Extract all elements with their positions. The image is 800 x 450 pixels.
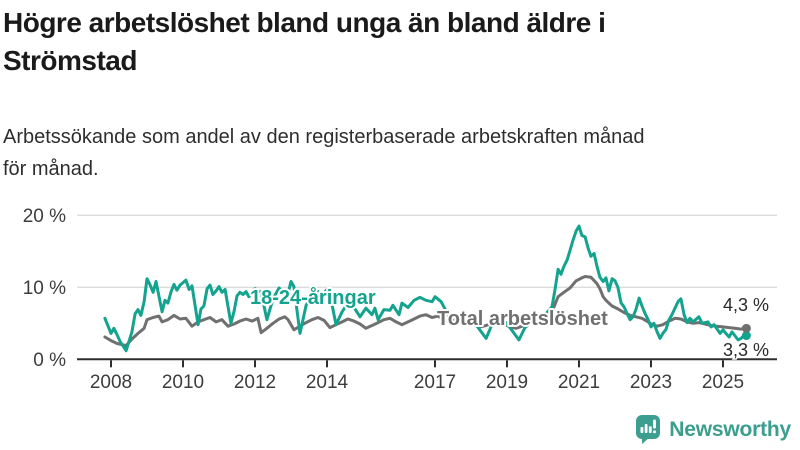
series-label-total-arbetsl-shet: Total arbetslöshet — [437, 308, 608, 330]
y-axis-label-0: 0 % — [33, 350, 66, 371]
title-line-1: Högre arbetslöshet bland unga än bland ä… — [3, 7, 606, 38]
series-end-label-18-24-ringar: 3,3 % — [723, 340, 769, 360]
x-axis-label-2010: 2010 — [162, 372, 204, 393]
y-axis-label-10: 10 % — [23, 278, 66, 299]
y-axis-label-20: 20 % — [23, 206, 66, 227]
newsworthy-logo: Newsworthy — [635, 414, 791, 445]
x-axis-label-2025: 2025 — [702, 372, 744, 393]
newsworthy-bubble-icon — [636, 415, 661, 444]
x-axis-label-2021: 2021 — [558, 372, 600, 393]
x-axis-label-2012: 2012 — [234, 372, 276, 393]
chart-subtitle: Arbetssökande som andel av den registerb… — [3, 121, 793, 185]
title-line-2: Strömstad — [3, 45, 137, 76]
series-end-label-total-arbetsl-shet: 4,3 % — [723, 295, 769, 315]
subtitle-line-2: för månad. — [3, 158, 99, 180]
newsworthy-wordmark: Newsworthy — [669, 417, 791, 441]
x-axis-label-2017: 2017 — [414, 372, 456, 393]
page-title: Högre arbetslöshet bland unga än bland ä… — [3, 4, 793, 80]
series-end-dot-total-arbetsl-shet — [741, 323, 751, 333]
x-axis-label-2014: 2014 — [306, 372, 349, 393]
series-end-dot-18-24-ringar — [741, 331, 751, 341]
series-line-total-arbetsl-shet — [103, 275, 746, 348]
series-label-18-24-ringar: 18-24-åringar — [250, 286, 376, 309]
x-axis-label-2019: 2019 — [486, 372, 528, 393]
x-axis-label-2008: 2008 — [90, 372, 132, 393]
x-axis-label-2023: 2023 — [630, 372, 672, 393]
series-line-18-24-ringar — [103, 224, 746, 353]
subtitle-line-1: Arbetssökande som andel av den registerb… — [3, 126, 645, 148]
